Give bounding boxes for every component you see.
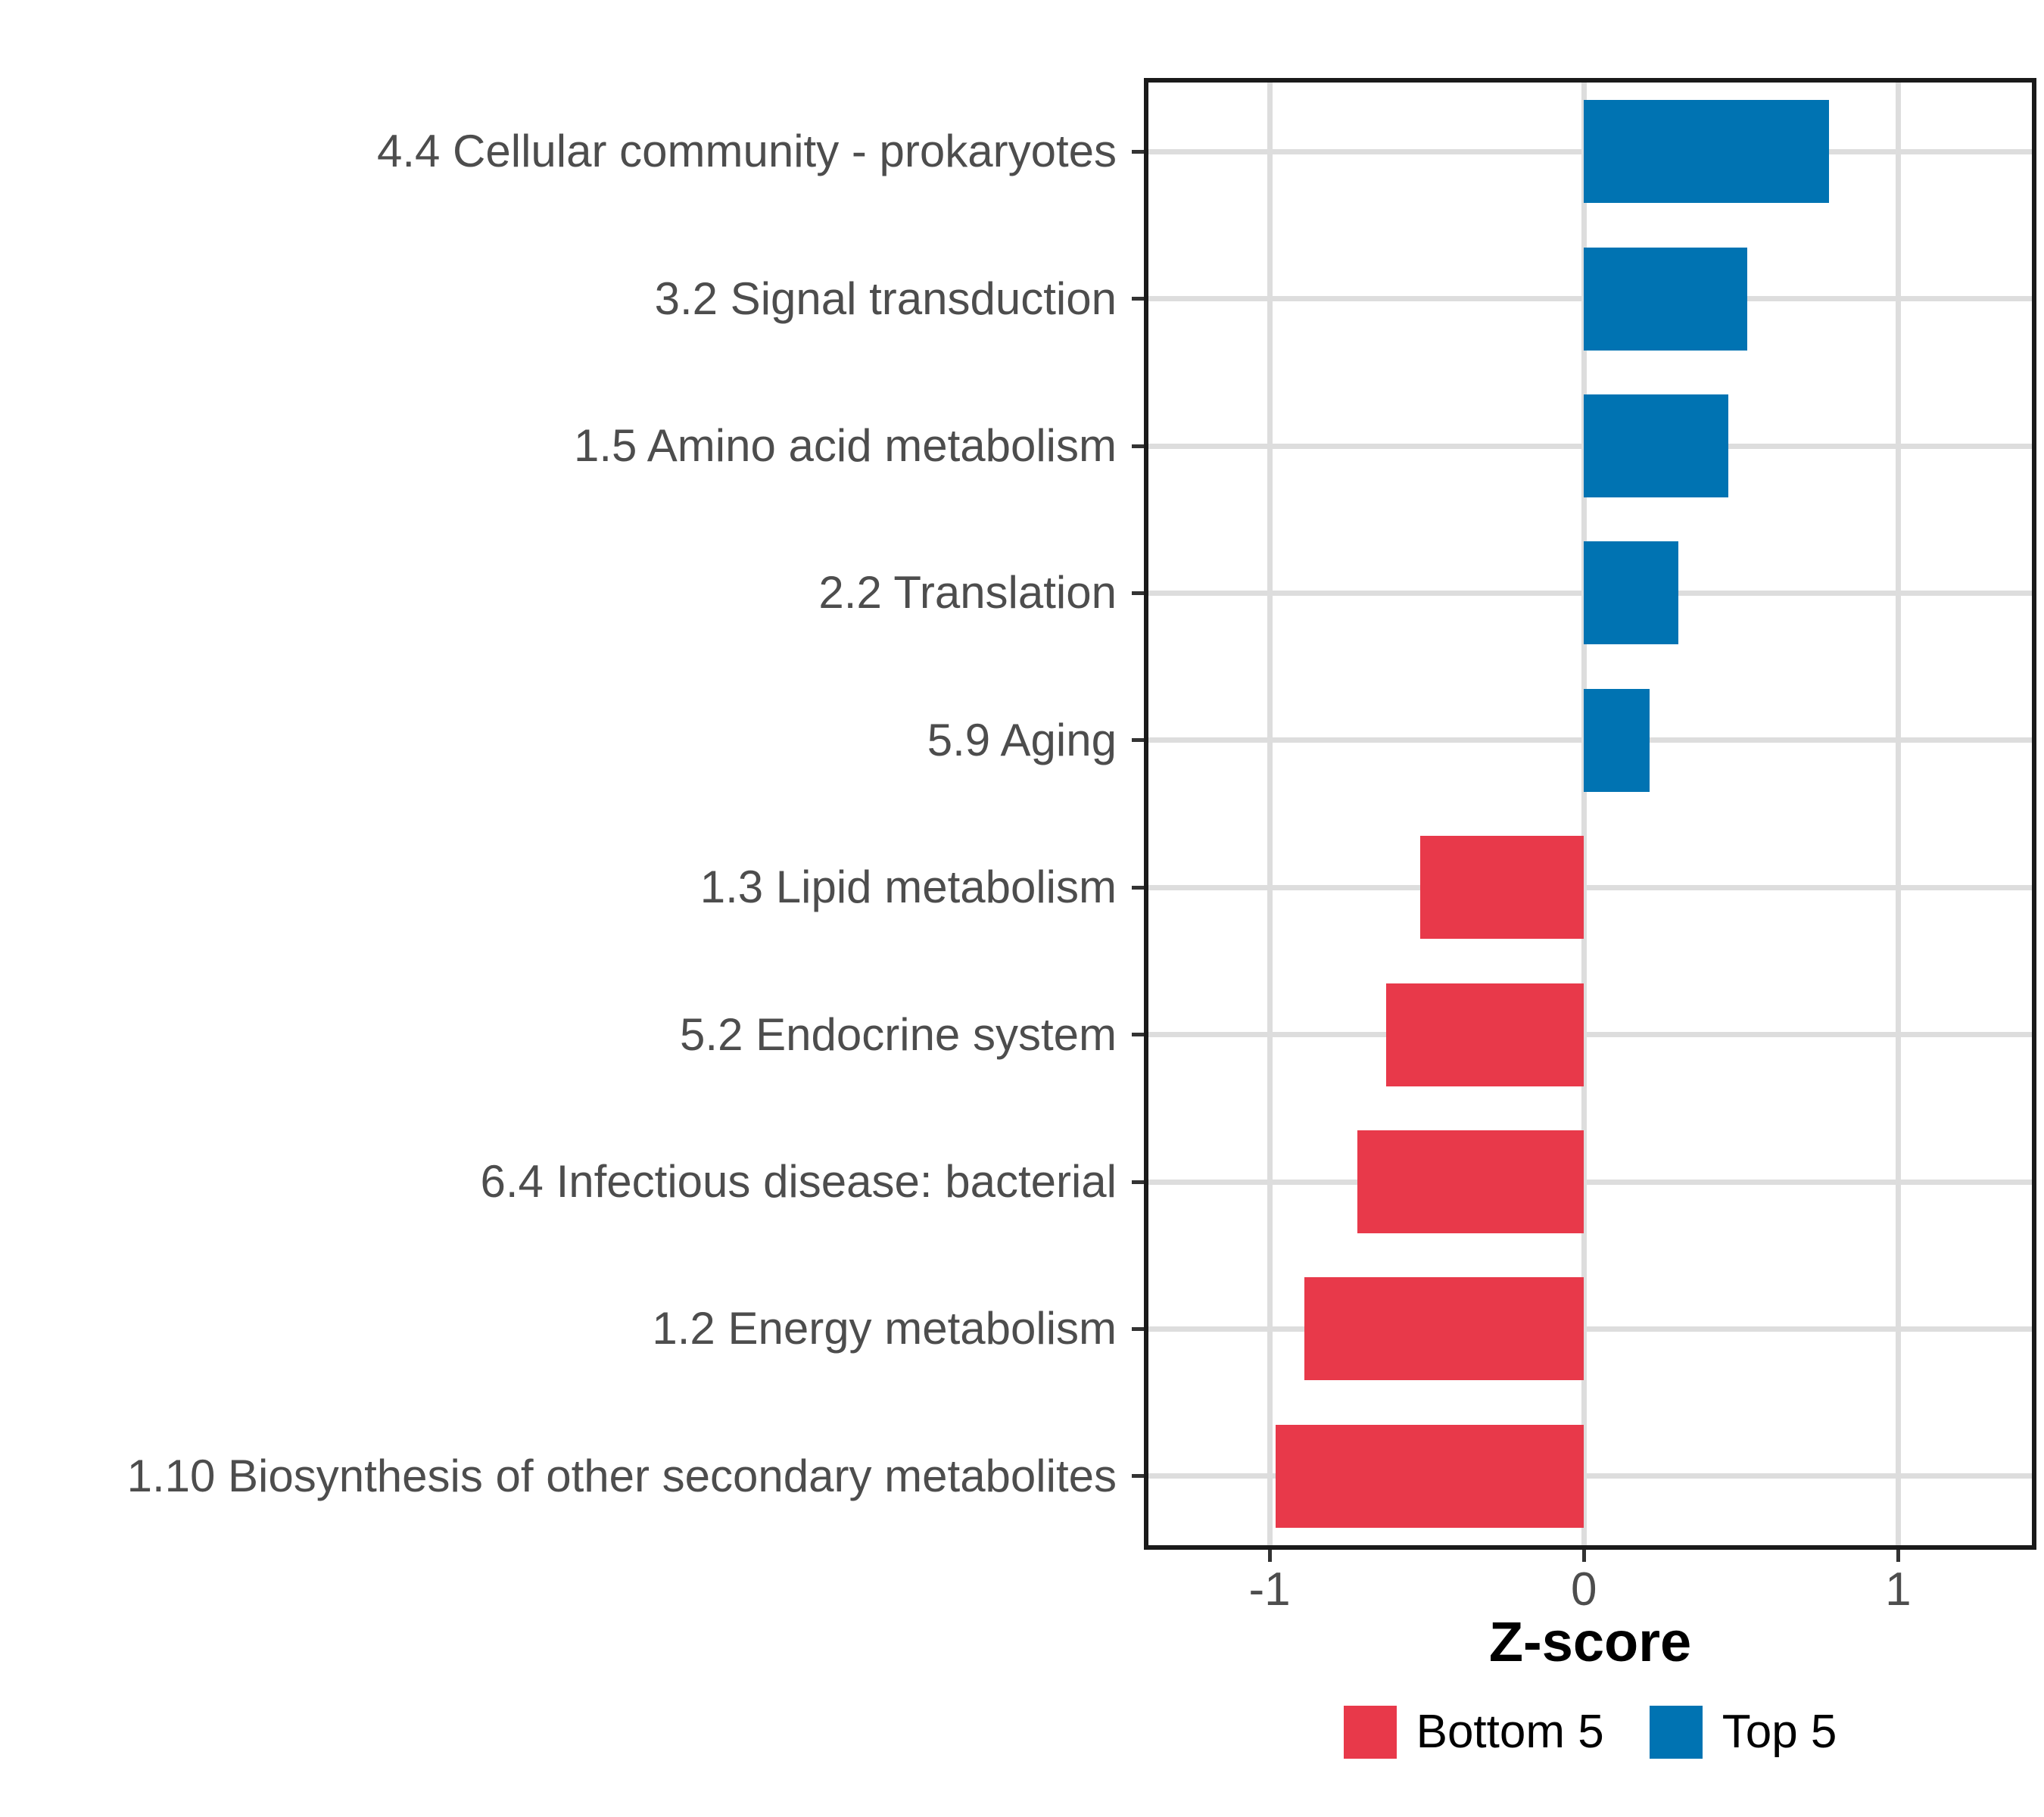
x-tick-label: 1 xyxy=(1885,1563,1912,1616)
y-axis-category-label-text: 2.2 Translation xyxy=(818,567,1117,619)
bar xyxy=(1304,1277,1584,1381)
y-axis-tick xyxy=(1132,444,1144,448)
y-axis-category-label-text: 1.10 Biosynthesis of other secondary met… xyxy=(126,1450,1117,1501)
horizontal-gridline xyxy=(1144,1326,2036,1332)
vertical-gridline xyxy=(1895,78,1901,1550)
vertical-gridline xyxy=(1267,78,1273,1550)
y-axis-category-label: 1.5 Amino acid metabolism xyxy=(8,416,1117,476)
horizontal-gridline xyxy=(1144,1032,2036,1038)
vertical-gridline xyxy=(1581,78,1587,1550)
y-axis-tick xyxy=(1132,1474,1144,1479)
y-axis-tick xyxy=(1132,885,1144,890)
y-axis-category-label-text: 5.9 Aging xyxy=(927,714,1117,765)
legend: Bottom 5 Top 5 xyxy=(1144,1702,2036,1762)
y-axis-tick xyxy=(1132,591,1144,595)
horizontal-gridline xyxy=(1144,1473,2036,1479)
y-axis-category-label: 1.2 Energy metabolism xyxy=(8,1298,1117,1359)
bar xyxy=(1584,541,1678,645)
bar xyxy=(1420,836,1584,940)
x-tick-label: -1 xyxy=(1248,1563,1291,1616)
y-axis-category-label-text: 1.3 Lipid metabolism xyxy=(700,862,1117,913)
bar xyxy=(1584,100,1829,204)
y-axis-category-label: 2.2 Translation xyxy=(8,563,1117,623)
legend-label-top5: Top 5 xyxy=(1722,1706,1837,1758)
x-axis-title: Z-score xyxy=(1488,1610,1692,1673)
bar xyxy=(1584,247,1748,351)
y-axis-category-label-text: 1.2 Energy metabolism xyxy=(652,1303,1117,1354)
y-axis-category-label: 5.9 Aging xyxy=(8,710,1117,771)
y-axis-tick xyxy=(1132,1180,1144,1184)
legend-label-bottom5: Bottom 5 xyxy=(1416,1706,1604,1758)
bar xyxy=(1385,983,1584,1086)
bar xyxy=(1357,1130,1584,1233)
y-axis-category-label-text: 6.4 Infectious disease: bacterial xyxy=(480,1156,1117,1207)
x-axis-tick xyxy=(1267,1550,1272,1562)
bar xyxy=(1276,1424,1584,1528)
y-axis-category-label: 1.10 Biosynthesis of other secondary met… xyxy=(8,1446,1117,1507)
y-axis-category-label: 6.4 Infectious disease: bacterial xyxy=(8,1152,1117,1212)
y-axis-tick xyxy=(1132,1326,1144,1331)
y-axis-category-label-text: 4.4 Cellular community - prokaryotes xyxy=(376,126,1117,177)
x-axis-tick xyxy=(1581,1550,1586,1562)
legend-item-bottom5: Bottom 5 xyxy=(1343,1706,1604,1759)
bar xyxy=(1584,688,1650,792)
y-axis-tick xyxy=(1132,149,1144,154)
y-axis-category-label-text: 1.5 Amino acid metabolism xyxy=(573,420,1117,471)
x-axis-tick xyxy=(1896,1550,1900,1562)
horizontal-gridline xyxy=(1144,1179,2036,1185)
y-axis-tick xyxy=(1132,297,1144,301)
y-axis-category-label-text: 5.2 Endocrine system xyxy=(680,1008,1117,1060)
y-axis-tick xyxy=(1132,1033,1144,1037)
y-axis-category-label: 1.3 Lipid metabolism xyxy=(8,857,1117,918)
bar xyxy=(1584,394,1729,497)
y-axis-category-label: 4.4 Cellular community - prokaryotes xyxy=(8,121,1117,182)
legend-swatch-bottom5 xyxy=(1343,1706,1397,1759)
x-tick-label: 0 xyxy=(1570,1563,1597,1616)
y-axis-category-label: 5.2 Endocrine system xyxy=(8,1005,1117,1065)
y-axis-category-label-text: 3.2 Signal transduction xyxy=(654,273,1117,324)
legend-swatch-top5 xyxy=(1649,1706,1703,1759)
y-axis-category-label: 3.2 Signal transduction xyxy=(8,269,1117,329)
horizontal-gridline xyxy=(1144,884,2036,890)
y-axis-tick xyxy=(1132,738,1144,743)
legend-item-top5: Top 5 xyxy=(1649,1706,1837,1759)
